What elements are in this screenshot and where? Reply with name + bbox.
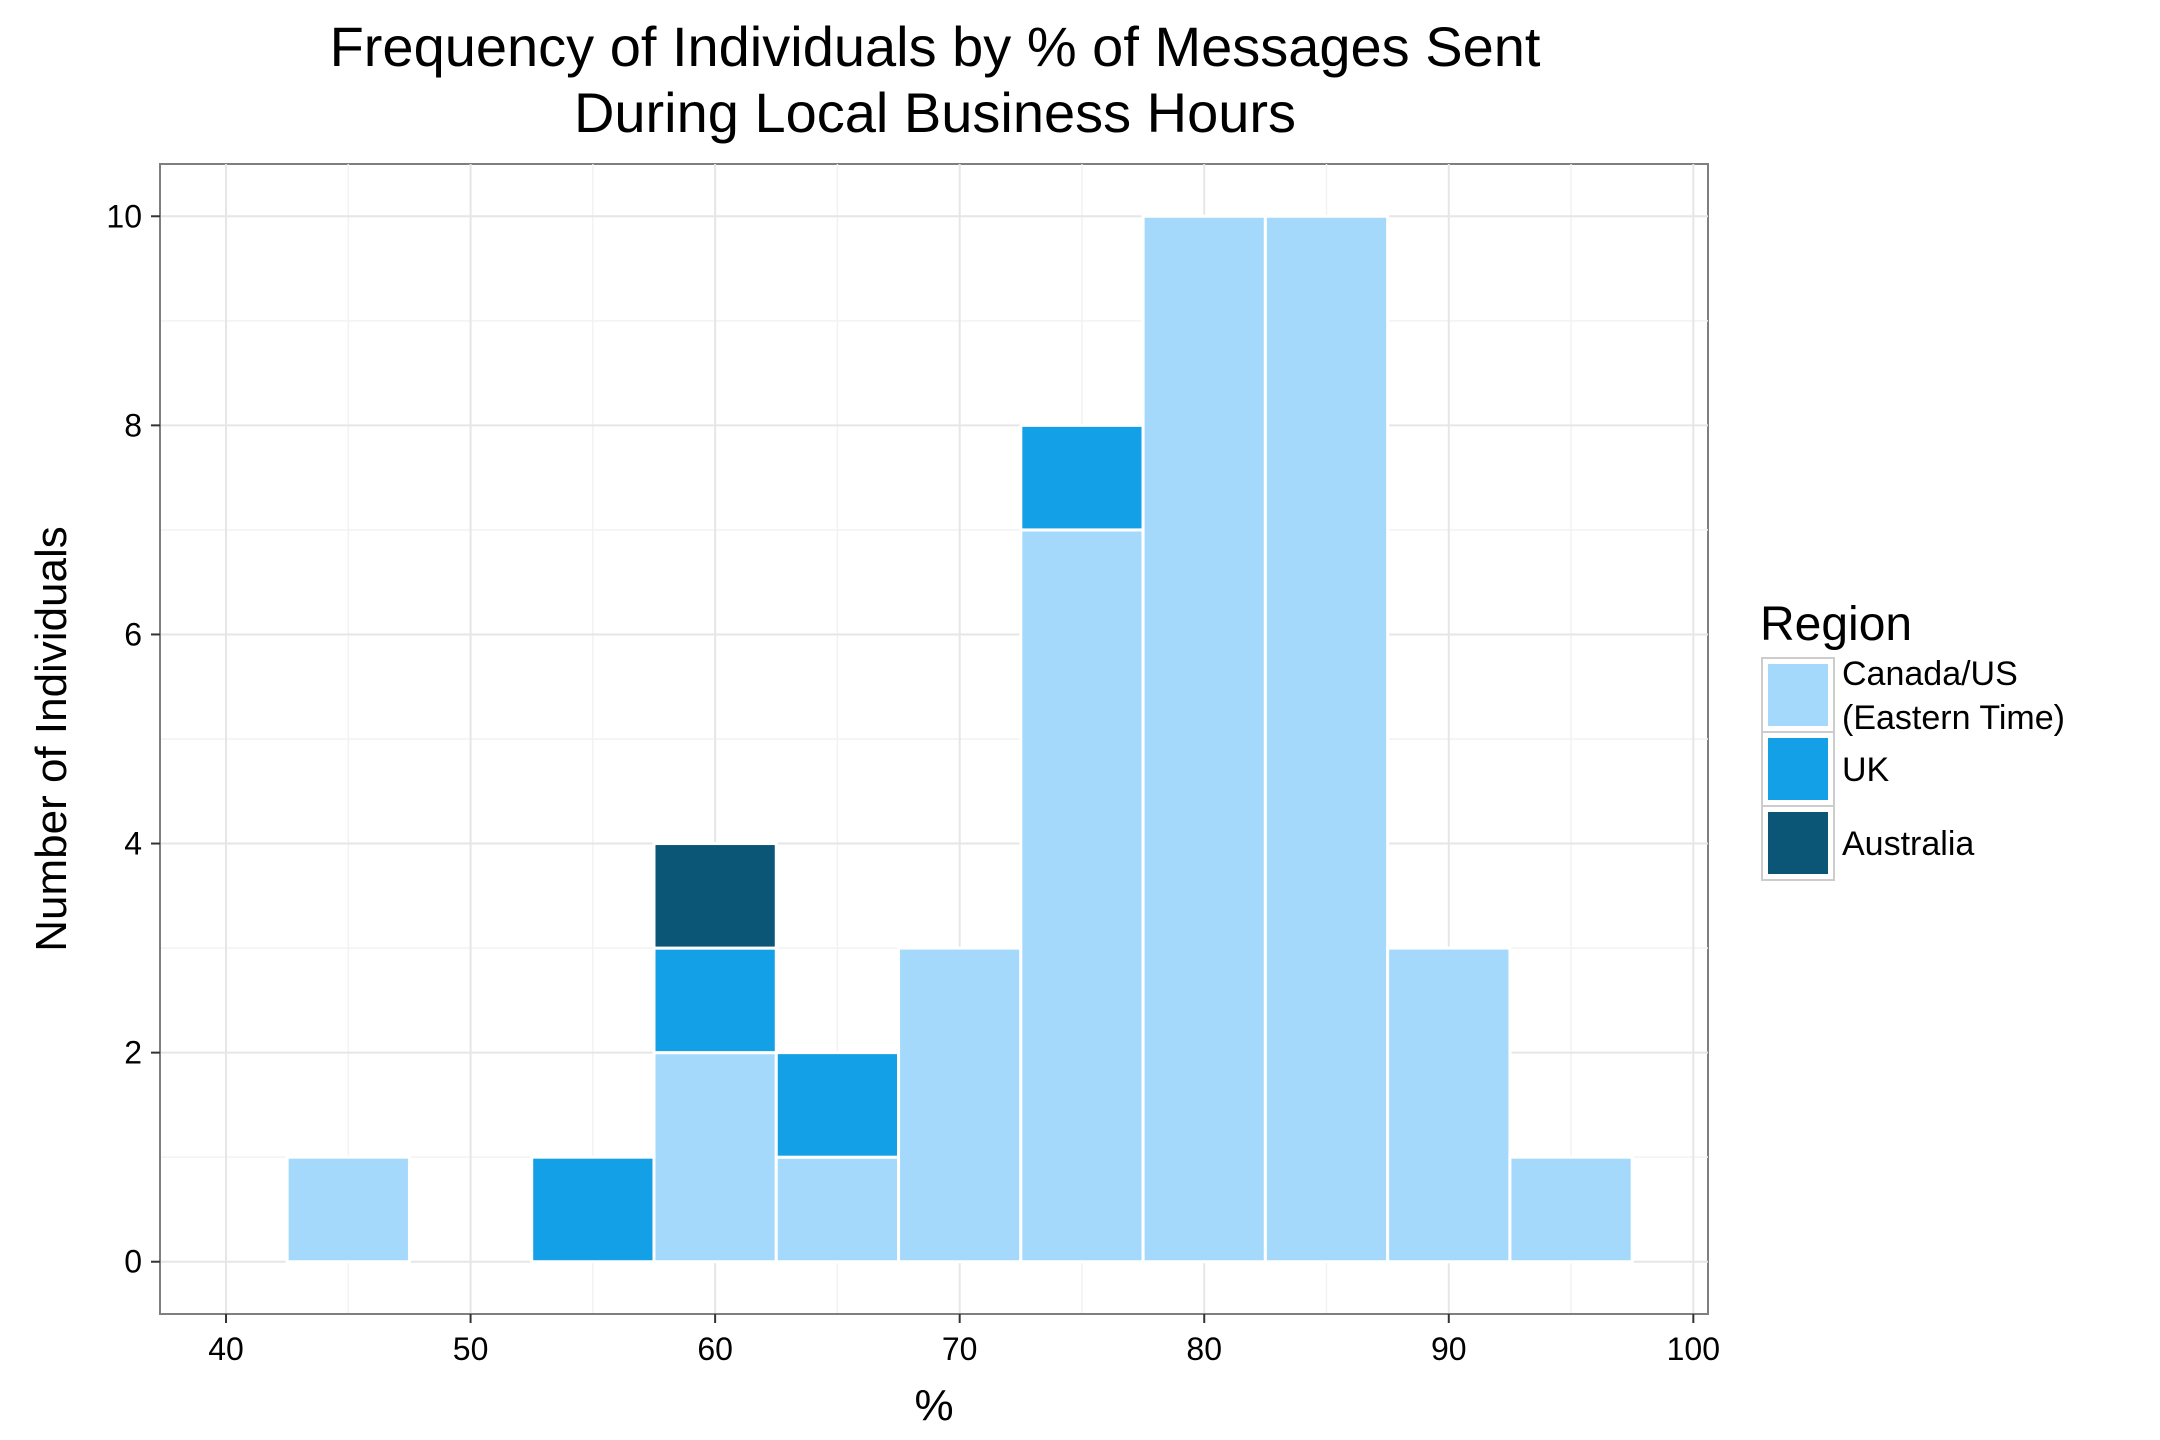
legend-key [1766, 810, 1830, 876]
histogram-bar [530, 1155, 656, 1264]
y-tick-label: 10 [106, 198, 142, 234]
y-tick-label: 0 [124, 1244, 142, 1280]
x-tick-label: 40 [208, 1331, 244, 1367]
legend-title: Region [1760, 598, 1912, 651]
x-axis-title: % [914, 1381, 953, 1430]
x-tick-label: 50 [453, 1331, 489, 1367]
legend: Region Canada/US (Eastern Time) UK Australi… [1760, 598, 2065, 881]
y-tick-label: 4 [124, 826, 142, 862]
histogram-bar [285, 1155, 411, 1264]
histogram-bar [1386, 946, 1512, 1264]
histogram-bar [1141, 214, 1267, 1264]
x-tick-label: 90 [1431, 1331, 1467, 1367]
legend-label: (Eastern Time) [1842, 699, 2065, 737]
chart-title: Frequency of Individuals by % of Message… [330, 15, 1541, 144]
histogram-bar [1263, 214, 1390, 1264]
legend-key-border [1761, 805, 1835, 881]
x-tick-label: 100 [1667, 1331, 1720, 1367]
histogram-bar [652, 946, 778, 1055]
legend-label: UK [1842, 751, 1890, 789]
legend-key [1766, 662, 1830, 728]
histogram-bar [1019, 423, 1145, 532]
histogram-bar [897, 946, 1023, 1264]
chart-title-line-1: Frequency of Individuals by % of Message… [330, 15, 1541, 78]
axes [159, 164, 1708, 1315]
histogram-bar [652, 842, 778, 950]
legend-label: Australia [1842, 825, 1974, 863]
tick-labels: 40 50 60 70 80 90 100 0 2 4 6 8 10 [106, 198, 1720, 1367]
bars [285, 214, 1634, 1264]
x-tick-label: 70 [942, 1331, 978, 1367]
y-tick-label: 6 [124, 616, 142, 652]
x-tick-label: 60 [697, 1331, 733, 1367]
histogram-bar [1019, 528, 1145, 1264]
legend-label: Canada/US [1842, 655, 2018, 693]
histogram-bar [1508, 1155, 1634, 1264]
y-tick-label: 2 [124, 1035, 142, 1071]
histogram-bar [652, 1051, 778, 1264]
histogram-bar [774, 1155, 901, 1264]
histogram-bar [774, 1051, 901, 1159]
x-tick-label: 80 [1186, 1331, 1222, 1367]
y-axis-title: Number of Individuals [27, 526, 76, 952]
legend-key [1766, 736, 1830, 802]
chart-title-line-2: During Local Business Hours [574, 81, 1296, 144]
y-tick-label: 8 [124, 407, 142, 443]
